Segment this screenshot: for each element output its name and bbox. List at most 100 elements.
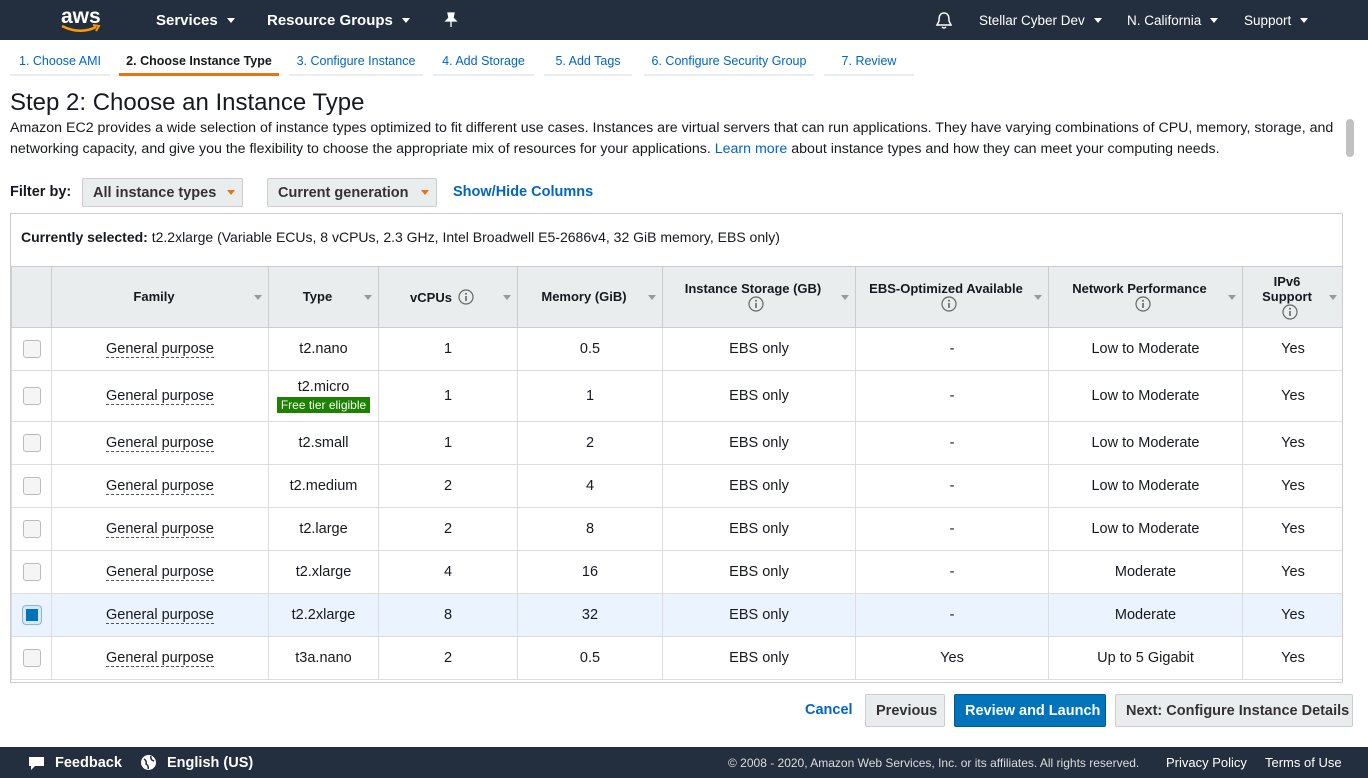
- table-cell: -: [856, 550, 1049, 593]
- table-cell: 0.5: [518, 636, 663, 679]
- table-row[interactable]: General purposet2.large28EBS only-Low to…: [12, 507, 1344, 550]
- table-cell: 8: [379, 593, 518, 636]
- family-name[interactable]: General purpose: [106, 388, 214, 405]
- column-header[interactable]: Memory (GiB): [518, 267, 663, 327]
- table-row[interactable]: General purposet2.xlarge416EBS only-Mode…: [12, 550, 1344, 593]
- family-name[interactable]: General purpose: [106, 650, 214, 667]
- nav-menu[interactable]: Resource Groups: [267, 12, 410, 29]
- table-cell: 1: [379, 370, 518, 421]
- feedback-link[interactable]: Feedback: [55, 755, 122, 771]
- generation-select[interactable]: Current generation: [267, 178, 437, 207]
- info-icon[interactable]: [458, 289, 474, 305]
- cell-value: Yes: [1281, 388, 1305, 404]
- row-checkbox[interactable]: [23, 340, 41, 358]
- wizard-step[interactable]: 3. Configure Instance: [289, 40, 423, 76]
- scrollbar[interactable]: [1346, 119, 1354, 157]
- sort-caret[interactable]: [648, 295, 656, 304]
- learn-more-link[interactable]: Learn more: [715, 141, 788, 157]
- nav-menu[interactable]: Support: [1244, 13, 1308, 28]
- family-name[interactable]: General purpose: [106, 341, 214, 358]
- instance-family-select[interactable]: All instance types: [82, 178, 243, 207]
- wizard-step[interactable]: 5. Add Tags: [544, 40, 632, 76]
- wizard-step[interactable]: 1. Choose AMI: [10, 40, 110, 76]
- info-icon[interactable]: [941, 296, 957, 312]
- table-row[interactable]: General purposet3a.nano20.5EBS onlyYesUp…: [12, 636, 1344, 679]
- row-checkbox[interactable]: [23, 563, 41, 581]
- sort-caret[interactable]: [841, 295, 849, 304]
- column-header[interactable]: Instance Storage (GB): [663, 267, 856, 327]
- language-selector[interactable]: English (US): [167, 755, 253, 771]
- select-cell: [12, 464, 52, 507]
- cell-value: t3a.nano: [295, 650, 351, 666]
- family-name[interactable]: General purpose: [106, 521, 214, 538]
- sort-caret[interactable]: [1329, 295, 1337, 304]
- info-icon[interactable]: [1135, 296, 1151, 312]
- column-header[interactable]: vCPUs: [379, 267, 518, 327]
- table-cell: Yes: [1243, 507, 1344, 550]
- wizard-step[interactable]: 7. Review: [824, 40, 914, 76]
- cell-value: 0.5: [580, 341, 600, 357]
- feedback-icon: [27, 755, 46, 771]
- row-checkbox[interactable]: [23, 606, 41, 624]
- family-name[interactable]: General purpose: [106, 607, 214, 624]
- column-header[interactable]: IPv6 Support: [1243, 267, 1344, 327]
- cell-value: Yes: [1281, 564, 1305, 580]
- column-header[interactable]: Family: [52, 267, 269, 327]
- review-launch-button[interactable]: Review and Launch: [954, 694, 1106, 727]
- table-row[interactable]: General purposet2.2xlarge832EBS only-Mod…: [12, 593, 1344, 636]
- table-cell: Up to 5 Gigabit: [1049, 636, 1243, 679]
- wizard-step[interactable]: 6. Configure Security Group: [644, 40, 814, 76]
- family-name[interactable]: General purpose: [106, 564, 214, 581]
- bell-icon[interactable]: [935, 11, 953, 30]
- cell-value: Low to Moderate: [1091, 388, 1199, 404]
- cell-value: Yes: [1281, 341, 1305, 357]
- table-cell: General purpose: [52, 636, 269, 679]
- sort-caret[interactable]: [1228, 295, 1236, 304]
- table-cell: 4: [518, 464, 663, 507]
- pin-icon[interactable]: [444, 12, 458, 28]
- row-checkbox[interactable]: [23, 434, 41, 452]
- privacy-link[interactable]: Privacy Policy: [1166, 755, 1247, 770]
- table-cell: -: [856, 421, 1049, 464]
- table-cell: General purpose: [52, 327, 269, 370]
- table-row[interactable]: General purposet2.microFree tier eligibl…: [12, 370, 1344, 421]
- info-icon[interactable]: [1282, 304, 1298, 320]
- column-header[interactable]: EBS-Optimized Available: [856, 267, 1049, 327]
- row-checkbox[interactable]: [23, 520, 41, 538]
- family-name[interactable]: General purpose: [106, 435, 214, 452]
- row-checkbox[interactable]: [23, 477, 41, 495]
- sort-caret[interactable]: [254, 295, 262, 304]
- description: Amazon EC2 provides a wide selection of …: [10, 118, 1340, 160]
- wizard-step[interactable]: 4. Add Storage: [433, 40, 534, 76]
- nav-menu[interactable]: Stellar Cyber Dev: [979, 13, 1102, 28]
- nav-menu[interactable]: Services: [156, 12, 235, 29]
- sort-caret[interactable]: [503, 295, 511, 304]
- nav-menu[interactable]: N. California: [1127, 13, 1218, 28]
- cell-value: EBS only: [729, 435, 789, 451]
- table-cell: 0.5: [518, 327, 663, 370]
- table-row[interactable]: General purposet2.small12EBS only-Low to…: [12, 421, 1344, 464]
- info-icon[interactable]: [748, 296, 764, 312]
- column-label: Family: [133, 289, 174, 304]
- terms-link[interactable]: Terms of Use: [1265, 755, 1342, 770]
- wizard-step[interactable]: 2. Choose Instance Type: [119, 40, 279, 76]
- column-label: Type: [303, 289, 332, 304]
- table-cell: 16: [518, 550, 663, 593]
- next-button[interactable]: Next: Configure Instance Details: [1115, 694, 1353, 727]
- row-checkbox[interactable]: [23, 387, 41, 405]
- sort-caret[interactable]: [364, 295, 372, 304]
- select-cell: [12, 507, 52, 550]
- previous-button[interactable]: Previous: [865, 694, 945, 727]
- cell-value: 32: [582, 607, 598, 623]
- cancel-button[interactable]: Cancel: [795, 694, 863, 727]
- column-header[interactable]: Type: [269, 267, 379, 327]
- table-row[interactable]: General purposet2.medium24EBS only-Low t…: [12, 464, 1344, 507]
- sort-caret[interactable]: [1034, 295, 1042, 304]
- show-hide-columns[interactable]: Show/Hide Columns: [453, 184, 593, 200]
- table-row[interactable]: General purposet2.nano10.5EBS only-Low t…: [12, 327, 1344, 370]
- row-checkbox[interactable]: [23, 649, 41, 667]
- table-cell: 1: [379, 327, 518, 370]
- table-cell: 1: [518, 370, 663, 421]
- column-header[interactable]: Network Performance: [1049, 267, 1243, 327]
- family-name[interactable]: General purpose: [106, 478, 214, 495]
